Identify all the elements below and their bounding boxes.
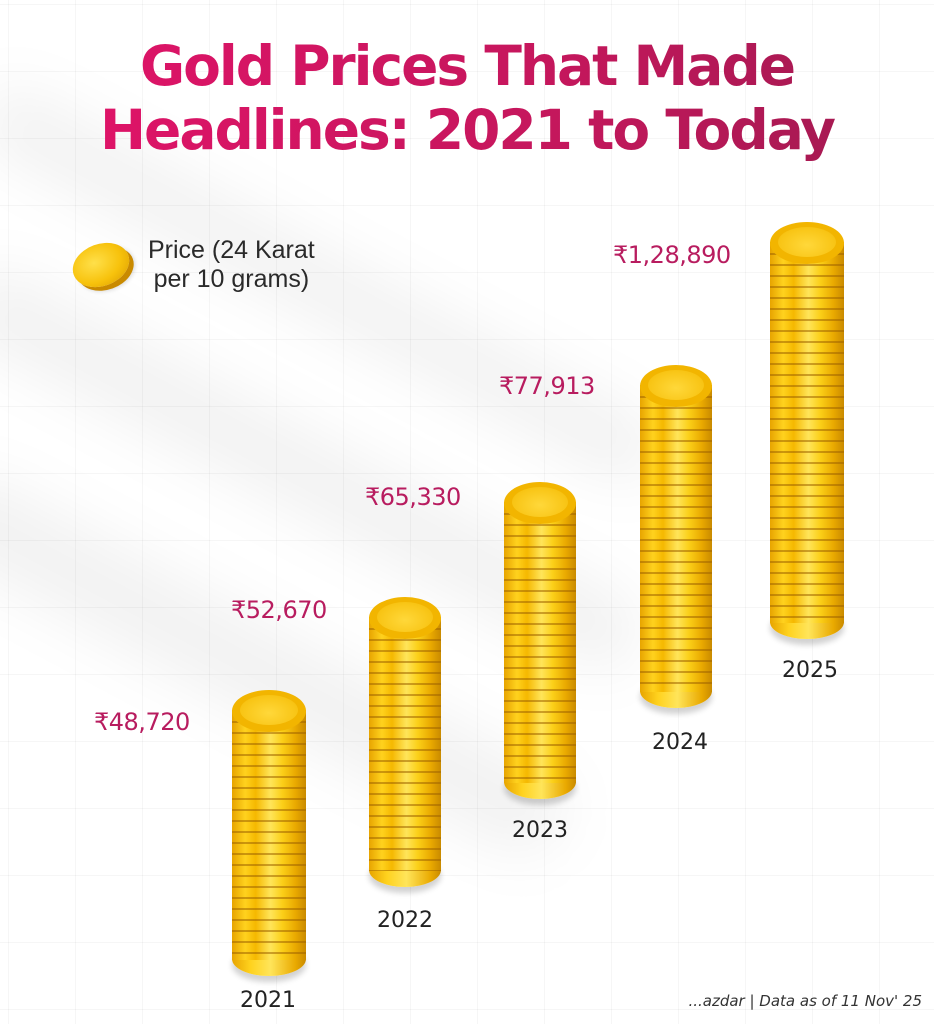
coin-stack-2021: [232, 690, 306, 976]
price-label-2024: ₹77,913: [499, 372, 595, 400]
price-label-2023: ₹65,330: [365, 483, 461, 511]
year-label-2025: 2025: [782, 658, 838, 683]
year-label-2022: 2022: [377, 908, 433, 933]
title-line-2: Headlines: 2021 to Today: [100, 98, 834, 162]
year-label-2024: 2024: [652, 730, 708, 755]
legend: Price (24 Karat per 10 grams): [66, 235, 315, 295]
legend-label: Price (24 Karat per 10 grams): [148, 236, 315, 293]
chart-title: Gold Prices That Made Headlines: 2021 to…: [0, 34, 934, 162]
gold-coin-icon: [66, 235, 136, 295]
year-label-2021: 2021: [240, 988, 296, 1013]
price-label-2021: ₹48,720: [94, 708, 190, 736]
coin-stack-2023: [504, 482, 576, 799]
coin-stack-2025: [770, 222, 844, 639]
source-note: ...azdar | Data as of 11 Nov' 25: [688, 992, 922, 1010]
year-label-2023: 2023: [512, 818, 568, 843]
price-label-2025: ₹1,28,890: [613, 241, 731, 269]
title-line-1: Gold Prices That Made: [139, 34, 795, 98]
price-label-2022: ₹52,670: [231, 596, 327, 624]
coin-stack-2022: [369, 597, 441, 887]
coin-stack-2024: [640, 365, 712, 708]
